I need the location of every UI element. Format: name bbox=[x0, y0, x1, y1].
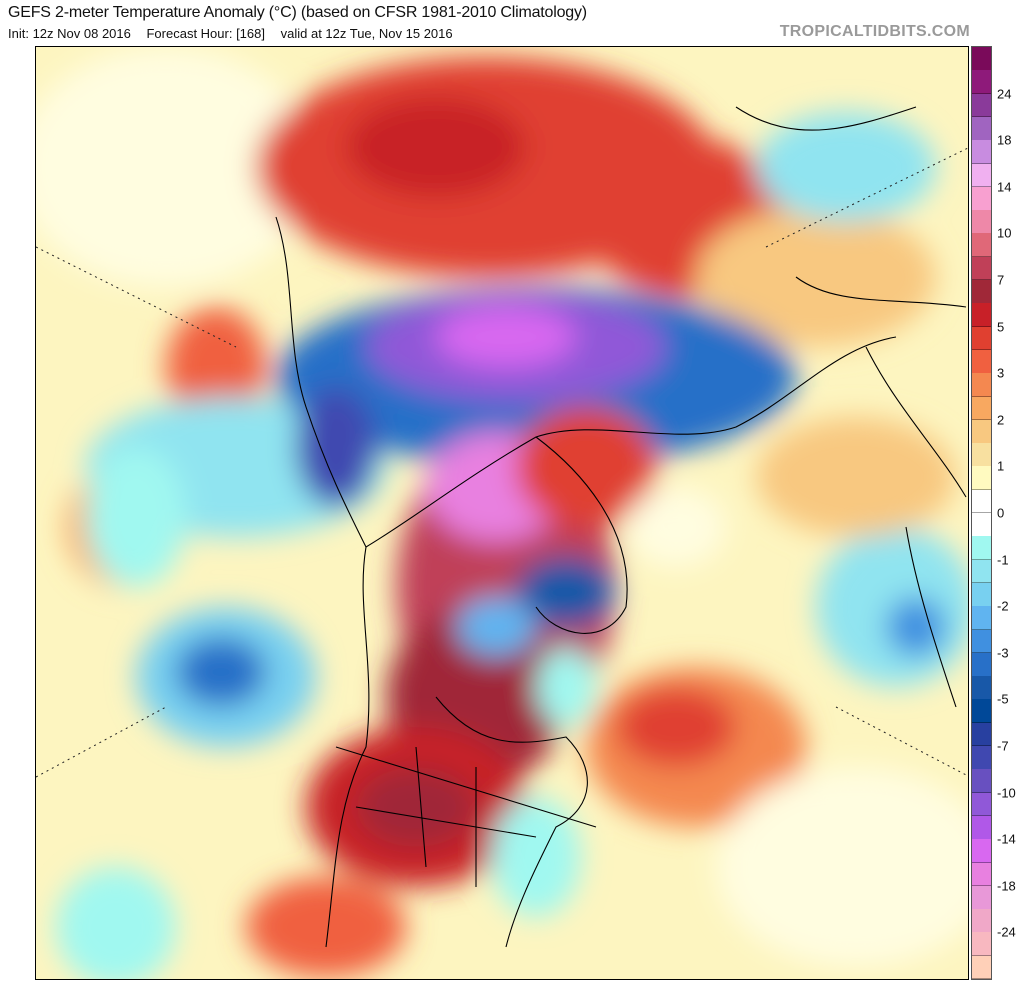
colorbar-segment bbox=[972, 326, 991, 351]
colorbar-tick-label: 2 bbox=[997, 412, 1005, 428]
colorbar-segment bbox=[972, 676, 991, 700]
colorbar-segment bbox=[972, 746, 991, 770]
colorbar-tick-label: -7 bbox=[997, 738, 1009, 754]
anomaly-map bbox=[35, 46, 969, 980]
colorbar-segment bbox=[972, 303, 991, 328]
colorbar-segment bbox=[972, 210, 991, 234]
colorbar-tick-label: -18 bbox=[997, 878, 1016, 894]
colorbar-segment bbox=[972, 280, 991, 304]
colorbar-segment bbox=[972, 163, 991, 188]
colorbar-segment bbox=[972, 536, 991, 561]
site-watermark: TROPICALTIDBITS.COM bbox=[779, 23, 970, 40]
init-time: Init: 12z Nov 08 2016 bbox=[8, 26, 131, 41]
colorbar-tick-label: 1 bbox=[997, 458, 1005, 474]
colorbar-segment bbox=[972, 466, 991, 491]
colorbar-segment bbox=[972, 140, 991, 164]
colorbar-segment bbox=[972, 955, 991, 980]
colorbar-segment bbox=[972, 722, 991, 747]
forecast-hour: Forecast Hour: [168] bbox=[146, 26, 265, 41]
colorbar-tick-label: -24 bbox=[997, 924, 1016, 940]
anomaly-field bbox=[36, 47, 968, 979]
colorbar bbox=[971, 46, 992, 980]
colorbar-segment bbox=[972, 559, 991, 584]
colorbar-tick-label: -3 bbox=[997, 645, 1009, 661]
colorbar-segment bbox=[972, 47, 991, 71]
valid-time: valid at 12z Tue, Nov 15 2016 bbox=[280, 26, 453, 41]
colorbar-tick-label: 18 bbox=[997, 132, 1012, 148]
colorbar-segment bbox=[972, 186, 991, 211]
latitude-lines bbox=[36, 147, 968, 778]
colorbar-segment bbox=[972, 862, 991, 887]
colorbar-tick-label: -10 bbox=[997, 785, 1016, 801]
colorbar-segment bbox=[972, 116, 991, 141]
colorbar-segment bbox=[972, 909, 991, 933]
colorbar-tick-label: 24 bbox=[997, 86, 1012, 102]
colorbar-segment bbox=[972, 652, 991, 677]
colorbar-segment bbox=[972, 373, 991, 397]
colorbar-segment bbox=[972, 489, 991, 514]
colorbar-tick-label: 7 bbox=[997, 272, 1005, 288]
colorbar-tick-label: 5 bbox=[997, 319, 1005, 335]
colorbar-tick-label: 0 bbox=[997, 505, 1005, 521]
colorbar-tick-label: 3 bbox=[997, 365, 1005, 381]
colorbar-segment bbox=[972, 792, 991, 817]
coastlines bbox=[275, 106, 967, 948]
colorbar-tick-label: -5 bbox=[997, 691, 1009, 707]
colorbar-segment bbox=[972, 70, 991, 95]
colorbar-segment bbox=[972, 839, 991, 863]
colorbar-tick-label: 10 bbox=[997, 225, 1012, 241]
colorbar-tick-label: 14 bbox=[997, 179, 1012, 195]
colorbar-segment bbox=[972, 606, 991, 630]
colorbar-segment bbox=[972, 629, 991, 654]
colorbar-segment bbox=[972, 396, 991, 421]
colorbar-segment bbox=[972, 513, 991, 537]
colorbar-segment bbox=[972, 233, 991, 258]
colorbar-segment bbox=[972, 699, 991, 724]
colorbar-segment bbox=[972, 93, 991, 118]
colorbar-tick-label: -1 bbox=[997, 552, 1009, 568]
colorbar-tick-label: -2 bbox=[997, 598, 1009, 614]
colorbar-segment bbox=[972, 769, 991, 794]
run-info: Init: 12z Nov 08 2016 Forecast Hour: [16… bbox=[8, 26, 465, 41]
colorbar-tick-label: -14 bbox=[997, 831, 1016, 847]
colorbar-segment bbox=[972, 256, 991, 281]
colorbar-segment bbox=[972, 815, 991, 840]
chart-title: GEFS 2-meter Temperature Anomaly (°C) (b… bbox=[8, 4, 587, 21]
colorbar-segment bbox=[972, 419, 991, 444]
colorbar-segment bbox=[972, 443, 991, 467]
colorbar-segment bbox=[972, 582, 991, 607]
colorbar-segment bbox=[972, 885, 991, 910]
colorbar-segment bbox=[972, 349, 991, 374]
colorbar-segment bbox=[972, 932, 991, 957]
